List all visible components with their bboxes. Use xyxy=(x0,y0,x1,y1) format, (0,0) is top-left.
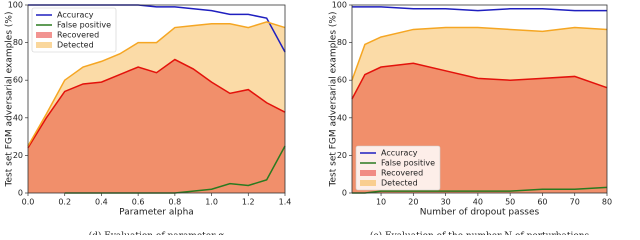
x-tick-label: 70 xyxy=(570,198,580,207)
legend-swatch xyxy=(360,180,376,186)
legend-box xyxy=(355,145,441,191)
y-axis-label: Test set FGM adversarial examples (%) xyxy=(5,12,15,188)
x-tick-label: 1.0 xyxy=(205,198,218,207)
line xyxy=(27,21,286,147)
legend-label: Detected xyxy=(57,41,94,50)
x-tick-label: 1.4 xyxy=(279,198,292,207)
legend-swatch xyxy=(360,170,376,176)
x-tick-label: 1.2 xyxy=(242,198,255,207)
y-tick-label: 20 xyxy=(337,151,347,160)
legend-label: Recovered xyxy=(57,31,99,40)
legend-label: Detected xyxy=(381,179,418,188)
x-tick-label: 30 xyxy=(441,198,451,207)
legend-box xyxy=(31,7,117,53)
plot-frame xyxy=(27,4,286,194)
x-tick-label: 10 xyxy=(376,198,386,207)
x-axis-label: Number of dropout passes xyxy=(420,208,540,218)
area xyxy=(28,59,285,193)
x-tick-label: 80 xyxy=(602,198,612,207)
y-axis-label: Test set FGM adversarial examples (%) xyxy=(329,12,339,188)
legend-label: False positive xyxy=(381,159,435,168)
line xyxy=(352,6,607,12)
y-tick-label: 100 xyxy=(8,1,23,10)
legend-swatch xyxy=(36,32,52,38)
x-tick-label: 40 xyxy=(473,198,483,207)
x-tick-label: 0.8 xyxy=(168,198,181,207)
legend-label: Accuracy xyxy=(57,11,94,20)
caption: (e) Evaluation of the number N of pertur… xyxy=(370,231,590,236)
legend-label: Recovered xyxy=(381,169,423,178)
line xyxy=(352,186,608,194)
x-tick-label: 0.4 xyxy=(95,198,108,207)
x-tick-label: 60 xyxy=(537,198,547,207)
y-tick-label: 40 xyxy=(337,113,347,122)
x-axis-label: Parameter alpha xyxy=(119,208,194,218)
line xyxy=(351,62,608,100)
x-tick-label: 20 xyxy=(408,198,418,207)
y-tick-label: 40 xyxy=(13,113,23,122)
plot-frame xyxy=(351,4,608,194)
y-tick-label: 80 xyxy=(337,38,347,47)
y-tick-label: 80 xyxy=(13,38,23,47)
caption: (d) Evaluation of parameter α xyxy=(89,231,225,236)
legend-label: Accuracy xyxy=(381,149,418,158)
y-tick-label: 0 xyxy=(18,189,23,198)
x-tick-label: 0.0 xyxy=(22,198,35,207)
y-tick-label: 60 xyxy=(337,76,347,85)
line xyxy=(351,26,608,81)
line xyxy=(27,58,286,149)
y-tick-label: 0 xyxy=(342,189,347,198)
y-tick-label: 60 xyxy=(13,76,23,85)
y-tick-label: 100 xyxy=(332,1,347,10)
x-tick-label: 0.6 xyxy=(132,198,145,207)
x-tick-label: 50 xyxy=(505,198,515,207)
y-tick-label: 20 xyxy=(13,151,23,160)
legend-label: False positive xyxy=(57,21,111,30)
x-tick-label: 0.2 xyxy=(58,198,71,207)
legend-swatch xyxy=(36,42,52,48)
